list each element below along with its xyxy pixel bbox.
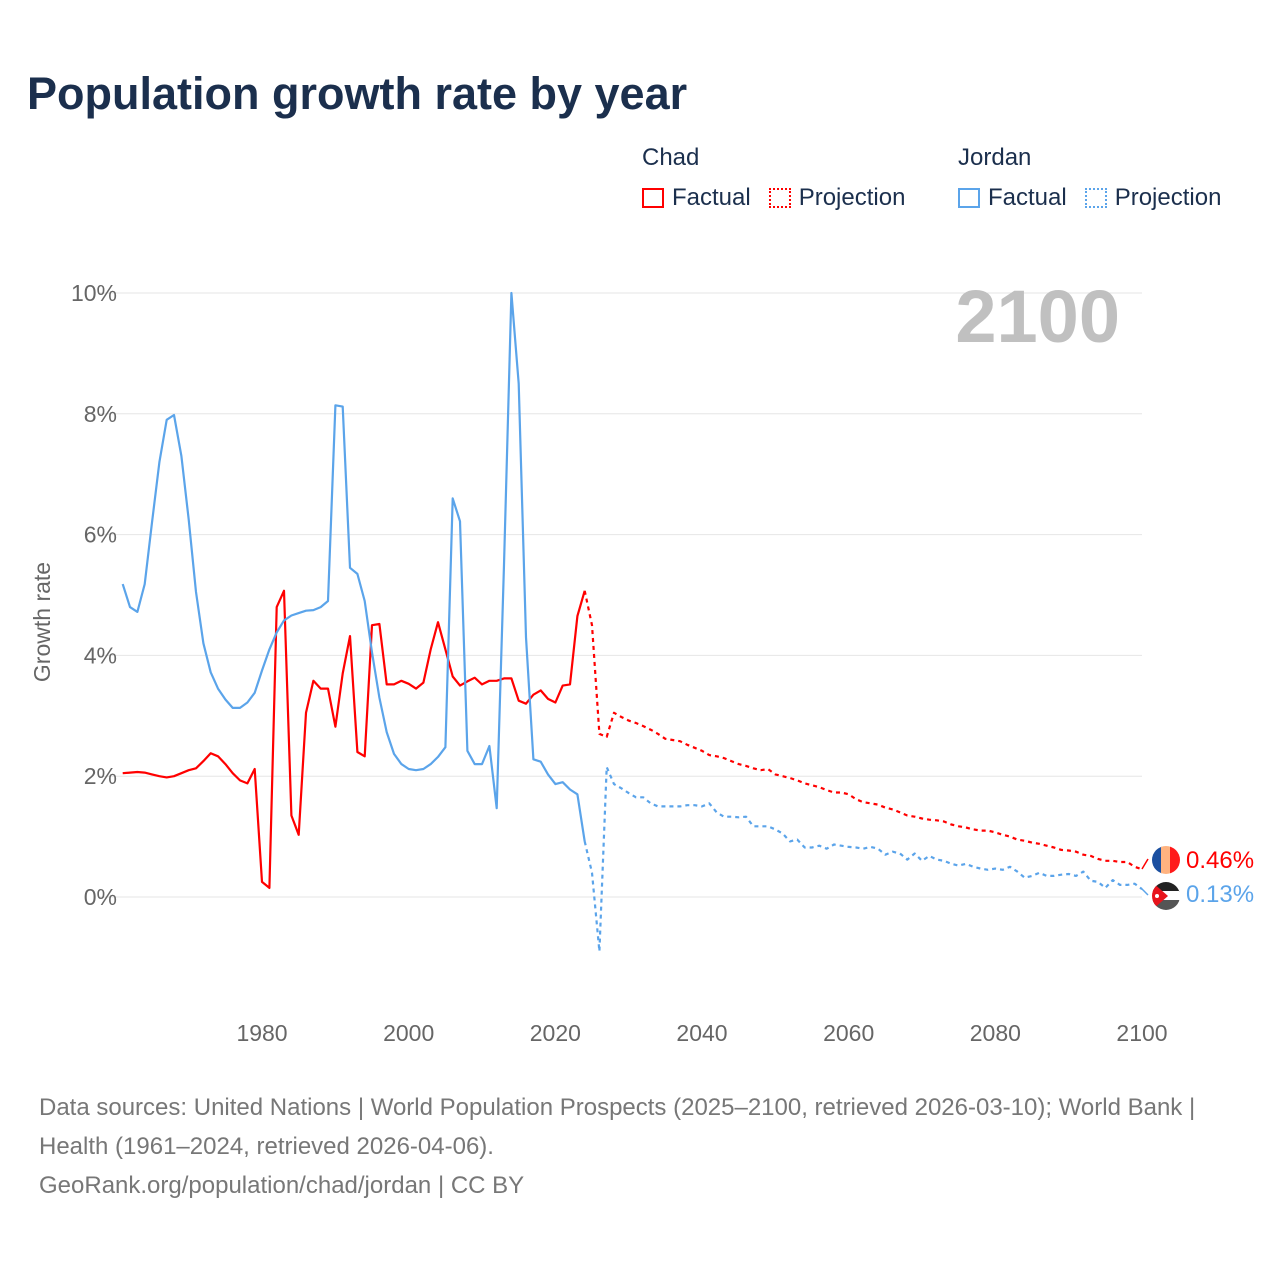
legend-chad: Chad Factual Projection: [642, 144, 923, 212]
chart-title: Population growth rate by year: [27, 68, 688, 119]
series-line-jordan-projection: [583, 765, 1143, 953]
y-tick-label: 8%: [84, 401, 117, 427]
legend-jordan-factual[interactable]: Factual: [958, 184, 1067, 212]
line-chart: 0% 2% 4% 6% 8% 10% 1980 2000 2020 2040 2060 2080 210…: [29, 275, 1254, 1046]
x-tick-label: 2000: [383, 1020, 434, 1046]
y-tick-label: 2%: [84, 763, 117, 789]
legend-chad-projection[interactable]: Projection: [768, 184, 906, 212]
x-tick-label: 2060: [823, 1020, 874, 1046]
legend-jordan: Jordan Factual Projection: [958, 144, 1239, 212]
legend-swatch-dotted: [1084, 188, 1107, 208]
jordan-flag-icon: [1152, 882, 1180, 910]
legend-label: Projection: [798, 184, 906, 211]
legend-swatch-solid: [958, 188, 980, 208]
y-axis-label: Growth rate: [29, 562, 55, 682]
legend-country-label: Chad: [642, 144, 700, 171]
series-line-chad-factual: [122, 589, 586, 890]
data-sources: Data sources: United Nations | World Pop…: [39, 1094, 1196, 1160]
x-tick-label: 2020: [530, 1020, 581, 1046]
year-indicator: 2100: [955, 275, 1120, 358]
y-tick-label: 6%: [84, 522, 117, 548]
footer: Data sources: United Nations | World Pop…: [39, 1088, 1239, 1205]
y-tick-label: 0%: [84, 884, 117, 910]
x-tick-label: 2040: [676, 1020, 727, 1046]
legend-jordan-projection[interactable]: Projection: [1084, 184, 1222, 212]
y-tick-label: 10%: [71, 280, 117, 306]
series-line-jordan-factual: [121, 291, 586, 842]
x-tick-label: 1980: [236, 1020, 287, 1046]
legend-label: Factual: [988, 184, 1067, 211]
legend-swatch-dotted: [768, 188, 791, 208]
jordan-end-connector: [1141, 888, 1149, 896]
series-line-chad-projection: [583, 590, 1143, 871]
legend-swatch-solid: [642, 188, 664, 208]
jordan-end-value: 0.13%: [1186, 881, 1254, 908]
x-tick-label: 2100: [1116, 1020, 1167, 1046]
y-tick-label: 4%: [84, 642, 117, 668]
chad-end-value: 0.46%: [1186, 847, 1254, 874]
legend-country-label: Jordan: [958, 144, 1032, 171]
x-tick-label: 2080: [970, 1020, 1021, 1046]
legend-label: Projection: [1114, 184, 1222, 211]
chad-flag-icon: [1152, 846, 1180, 874]
chad-end-connector: [1141, 858, 1149, 870]
legend-chad-factual[interactable]: Factual: [642, 184, 751, 212]
credit-link[interactable]: GeoRank.org/population/chad/jordan | CC …: [39, 1172, 525, 1199]
legend-label: Factual: [672, 184, 751, 211]
